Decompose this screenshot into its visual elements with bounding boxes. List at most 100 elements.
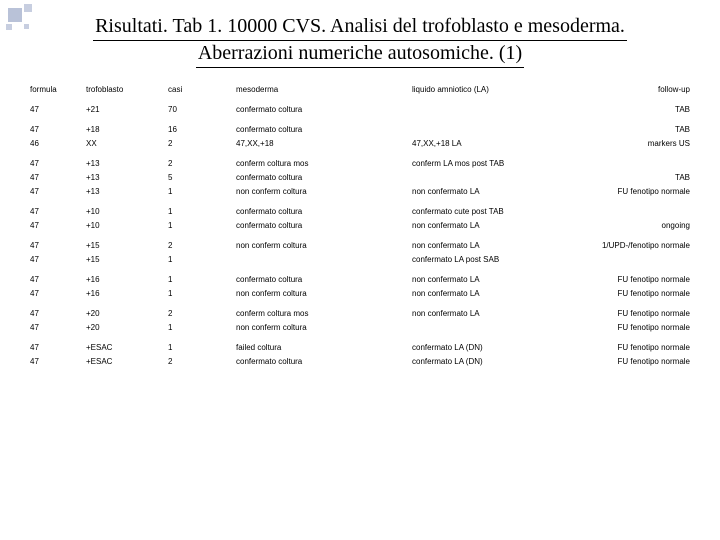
cell-trofoblasto: +15 bbox=[84, 240, 166, 251]
cell-casi: 1 bbox=[166, 274, 234, 285]
cell-liquido: non confermato LA bbox=[410, 240, 584, 251]
table-row: 47+132conferm coltura mosconferm LA mos … bbox=[28, 156, 692, 170]
cell-followup bbox=[584, 210, 692, 212]
cell-casi: 2 bbox=[166, 356, 234, 367]
table-row: 47+161non conferm colturanon confermato … bbox=[28, 286, 692, 300]
title-line-2: Aberrazioni numeriche autosomiche. (1) bbox=[196, 41, 524, 68]
table-row: 47+135confermato coltura TAB bbox=[28, 170, 692, 184]
cell-trofoblasto: +ESAC bbox=[84, 356, 166, 367]
col-header-casi: casi bbox=[166, 84, 234, 95]
cell-followup: FU fenotipo normale bbox=[584, 288, 692, 299]
title-line-1: Risultati. Tab 1. 10000 CVS. Analisi del… bbox=[93, 14, 627, 41]
cell-casi: 1 bbox=[166, 220, 234, 231]
table-row: 47+202conferm coltura mosnon confermato … bbox=[28, 306, 692, 320]
cell-formula: 46 bbox=[28, 138, 84, 149]
cell-formula: 47 bbox=[28, 220, 84, 231]
cell-formula: 47 bbox=[28, 322, 84, 333]
col-header-formula: formula bbox=[28, 84, 84, 95]
col-header-followup: follow-up bbox=[584, 84, 692, 95]
cell-casi: 1 bbox=[166, 322, 234, 333]
cell-mesoderma: confermato coltura bbox=[234, 172, 410, 183]
cell-followup: FU fenotipo normale bbox=[584, 342, 692, 353]
table-row: 47+151confermato LA post SAB bbox=[28, 252, 692, 266]
corner-decoration bbox=[4, 4, 38, 38]
cell-liquido: non confermato LA bbox=[410, 288, 584, 299]
cell-trofoblasto: +21 bbox=[84, 104, 166, 115]
table-row: 46XX247,XX,+1847,XX,+18 LAmarkers US bbox=[28, 136, 692, 150]
cell-liquido: confermato cute post TAB bbox=[410, 206, 584, 217]
cell-mesoderma: non conferm coltura bbox=[234, 288, 410, 299]
cell-formula: 47 bbox=[28, 240, 84, 251]
table-row: 47+152non conferm colturanon confermato … bbox=[28, 238, 692, 252]
cell-formula: 47 bbox=[28, 288, 84, 299]
cell-followup bbox=[584, 162, 692, 164]
cell-trofoblasto: XX bbox=[84, 138, 166, 149]
table-row: 47+101confermato colturaconfermato cute … bbox=[28, 204, 692, 218]
table-row: 47+201non conferm coltura FU fenotipo nor… bbox=[28, 320, 692, 334]
cell-casi: 5 bbox=[166, 172, 234, 183]
cell-liquido bbox=[410, 326, 584, 328]
cell-followup: FU fenotipo normale bbox=[584, 186, 692, 197]
cell-liquido: 47,XX,+18 LA bbox=[410, 138, 584, 149]
cell-trofoblasto: +16 bbox=[84, 274, 166, 285]
table-row: 47+2170confermato colturaTAB bbox=[28, 102, 692, 116]
cell-liquido: conferm LA mos post TAB bbox=[410, 158, 584, 169]
cell-casi: 70 bbox=[166, 104, 234, 115]
cell-liquido: confermato LA (DN) bbox=[410, 342, 584, 353]
data-table: formulatrofoblastocasimesodermaliquido a… bbox=[28, 82, 692, 368]
cell-liquido: non confermato LA bbox=[410, 220, 584, 231]
cell-trofoblasto: +20 bbox=[84, 322, 166, 333]
table-row: 47+131non conferm colturanon confermato … bbox=[28, 184, 692, 198]
cell-liquido: confermato LA post SAB bbox=[410, 254, 584, 265]
cell-formula: 47 bbox=[28, 254, 84, 265]
col-header-mesoderma: mesoderma bbox=[234, 84, 410, 95]
cell-followup: TAB bbox=[584, 124, 692, 135]
cell-mesoderma: confermato coltura bbox=[234, 274, 410, 285]
cell-mesoderma: non conferm coltura bbox=[234, 322, 410, 333]
table-row: 47+ESAC1failed colturaconfermato LA (DN)… bbox=[28, 340, 692, 354]
cell-casi: 2 bbox=[166, 158, 234, 169]
cell-trofoblasto: +13 bbox=[84, 172, 166, 183]
cell-casi: 1 bbox=[166, 186, 234, 197]
cell-mesoderma: non conferm coltura bbox=[234, 186, 410, 197]
cell-liquido: confermato LA (DN) bbox=[410, 356, 584, 367]
cell-trofoblasto: +15 bbox=[84, 254, 166, 265]
col-header-trofoblasto: trofoblasto bbox=[84, 84, 166, 95]
cell-formula: 47 bbox=[28, 186, 84, 197]
table-row: 47+161confermato colturanon confermato L… bbox=[28, 272, 692, 286]
cell-followup: TAB bbox=[584, 172, 692, 183]
cell-trofoblasto: +16 bbox=[84, 288, 166, 299]
cell-followup: FU fenotipo normale bbox=[584, 356, 692, 367]
cell-formula: 47 bbox=[28, 124, 84, 135]
cell-followup: markers US bbox=[584, 138, 692, 149]
cell-formula: 47 bbox=[28, 342, 84, 353]
cell-formula: 47 bbox=[28, 172, 84, 183]
cell-liquido: non confermato LA bbox=[410, 274, 584, 285]
cell-followup: 1/UPD-/fenotipo normale bbox=[584, 240, 692, 251]
cell-followup: TAB bbox=[584, 104, 692, 115]
cell-trofoblasto: +18 bbox=[84, 124, 166, 135]
cell-casi: 16 bbox=[166, 124, 234, 135]
cell-casi: 2 bbox=[166, 240, 234, 251]
table-header-row: formulatrofoblastocasimesodermaliquido a… bbox=[28, 82, 692, 96]
cell-mesoderma: conferm coltura mos bbox=[234, 308, 410, 319]
cell-followup: FU fenotipo normale bbox=[584, 322, 692, 333]
cell-mesoderma: confermato coltura bbox=[234, 220, 410, 231]
cell-mesoderma: confermato coltura bbox=[234, 104, 410, 115]
cell-liquido bbox=[410, 128, 584, 130]
cell-formula: 47 bbox=[28, 206, 84, 217]
cell-mesoderma: 47,XX,+18 bbox=[234, 138, 410, 149]
cell-trofoblasto: +10 bbox=[84, 206, 166, 217]
cell-followup: FU fenotipo normale bbox=[584, 274, 692, 285]
col-header-liquido: liquido amniotico (LA) bbox=[410, 84, 584, 95]
cell-trofoblasto: +13 bbox=[84, 158, 166, 169]
cell-casi: 1 bbox=[166, 206, 234, 217]
cell-liquido bbox=[410, 108, 584, 110]
cell-mesoderma: confermato coltura bbox=[234, 206, 410, 217]
cell-mesoderma: confermato coltura bbox=[234, 356, 410, 367]
cell-followup: FU fenotipo normale bbox=[584, 308, 692, 319]
cell-liquido: non confermato LA bbox=[410, 308, 584, 319]
cell-followup bbox=[584, 258, 692, 260]
cell-followup: ongoing bbox=[584, 220, 692, 231]
cell-mesoderma: failed coltura bbox=[234, 342, 410, 353]
